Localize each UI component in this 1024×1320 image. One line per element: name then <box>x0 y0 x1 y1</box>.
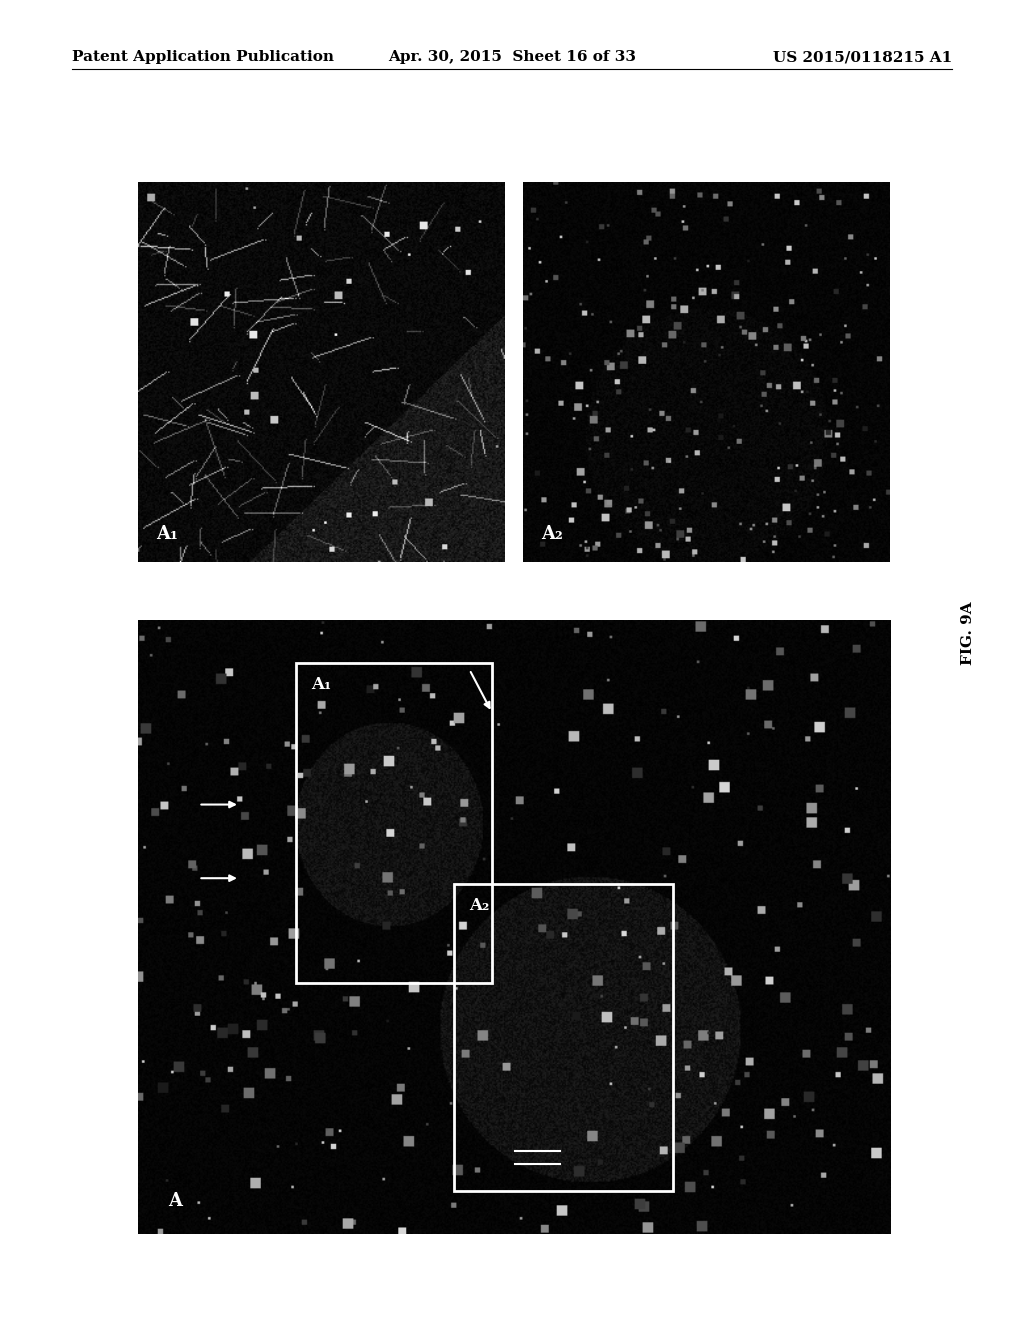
Text: Patent Application Publication: Patent Application Publication <box>72 50 334 65</box>
Text: A: A <box>168 1192 182 1209</box>
Text: US 2015/0118215 A1: US 2015/0118215 A1 <box>773 50 952 65</box>
Text: FIG. 9A: FIG. 9A <box>961 602 975 665</box>
Text: A₂: A₂ <box>542 525 563 544</box>
Text: Apr. 30, 2015  Sheet 16 of 33: Apr. 30, 2015 Sheet 16 of 33 <box>388 50 636 65</box>
Text: A₁: A₁ <box>157 525 178 544</box>
Text: A₁: A₁ <box>311 676 332 693</box>
Text: A₂: A₂ <box>469 896 489 913</box>
